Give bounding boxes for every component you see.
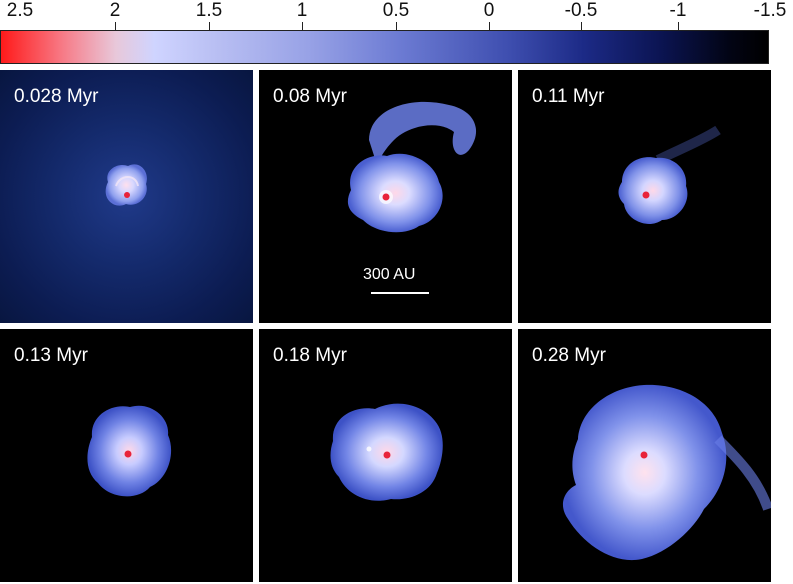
panel-time-label: 0.13 Myr [14, 345, 88, 366]
colorbar-ticks: 2.5 2 1.5 1 0.5 0 -0.5 -1 -1.5 [0, 0, 793, 32]
simulation-panel-3: 0.11 Myr [518, 70, 771, 323]
disk-image [618, 125, 721, 225]
panel-time-label: 0.18 Myr [273, 345, 347, 366]
colorbar-tick-mark [489, 22, 490, 32]
scalebar-label: 300 AU [363, 266, 416, 283]
panel-time-label: 0.08 Myr [273, 86, 347, 107]
simulation-panel-5: 0.18 Myr [259, 329, 512, 582]
panel-time-label: 0.11 Myr [532, 86, 605, 107]
colorbar-tick-label: -0.5 [564, 0, 598, 21]
colorbar-tick-mark [678, 22, 679, 32]
simulation-panel-2: 0.08 Myr 300 AU [259, 70, 512, 323]
colorbar-tick-mark [302, 22, 303, 32]
simulation-panel-6: 0.28 Myr [518, 329, 771, 582]
disk-image [330, 403, 443, 501]
colorbar-tick-label: 2.5 [6, 0, 34, 21]
colorbar-tick-label: 1 [296, 0, 308, 21]
scalebar [371, 292, 429, 294]
disk-image [87, 405, 172, 497]
colorbar-tick-mark [115, 22, 116, 32]
colorbar-tick-label: 0.5 [382, 0, 410, 21]
panel-time-label: 0.028 Myr [14, 86, 99, 107]
disk-image [347, 101, 477, 233]
colorbar-tick-label: -1 [669, 0, 687, 21]
colorbar-tick-mark [396, 22, 397, 32]
colorbar-tick-mark [581, 22, 582, 32]
colorbar [0, 30, 769, 64]
simulation-panel-4: 0.13 Myr [0, 329, 253, 582]
panel-time-label: 0.28 Myr [532, 345, 606, 366]
colorbar-tick-label: 0 [483, 0, 495, 21]
colorbar-tick-label: 1.5 [195, 0, 223, 21]
simulation-panel-1: 0.028 Myr [0, 70, 253, 323]
colorbar-tick-label: 2 [109, 0, 121, 21]
colorbar-tick-label: -1.5 [753, 0, 787, 21]
colorbar-tick-mark [209, 22, 210, 32]
disk-image [105, 164, 147, 206]
disk-image [562, 384, 771, 561]
